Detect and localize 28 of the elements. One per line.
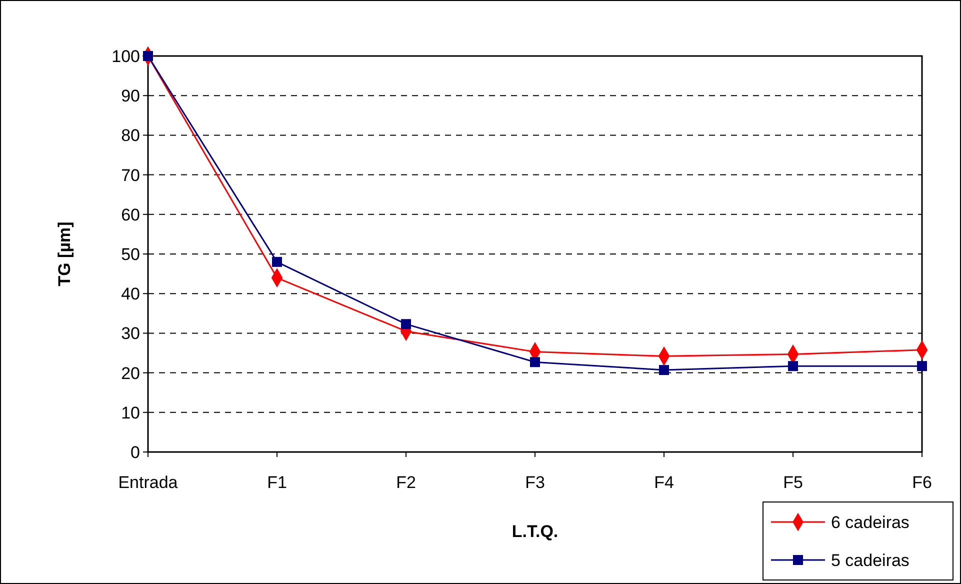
x-tick-label: Entrada (118, 473, 178, 492)
y-tick-label: 60 (121, 205, 140, 224)
x-tick-label: F2 (396, 473, 416, 492)
y-tick-label: 10 (121, 403, 140, 422)
y-tick-label: 0 (130, 442, 140, 462)
y-tick-label: 30 (121, 324, 140, 344)
x-axis-title: L.T.Q. (512, 522, 558, 541)
y-tick-label: 20 (121, 364, 140, 383)
y-tick-label: 70 (121, 166, 140, 185)
point (401, 319, 411, 330)
y-axis-title: TG [µm] (55, 222, 74, 286)
x-tick-label: F4 (654, 473, 674, 492)
point (788, 361, 798, 372)
x-tick-label: F5 (783, 473, 803, 492)
legend-label: 6 cadeiras (831, 512, 910, 532)
x-tick-label: F6 (912, 473, 932, 492)
x-tick-label: F3 (525, 473, 545, 492)
point (272, 256, 282, 267)
legend-label: 5 cadeiras (831, 550, 910, 570)
y-tick-label: 40 (121, 284, 140, 304)
y-tick-label: 80 (121, 126, 140, 146)
point (917, 361, 927, 372)
y-tick-label: 90 (121, 86, 140, 106)
point (530, 357, 540, 368)
x-tick-label: F1 (267, 473, 287, 492)
point (659, 365, 669, 376)
y-tick-label: 50 (121, 244, 140, 264)
y-tick-label: 100 (112, 46, 140, 66)
